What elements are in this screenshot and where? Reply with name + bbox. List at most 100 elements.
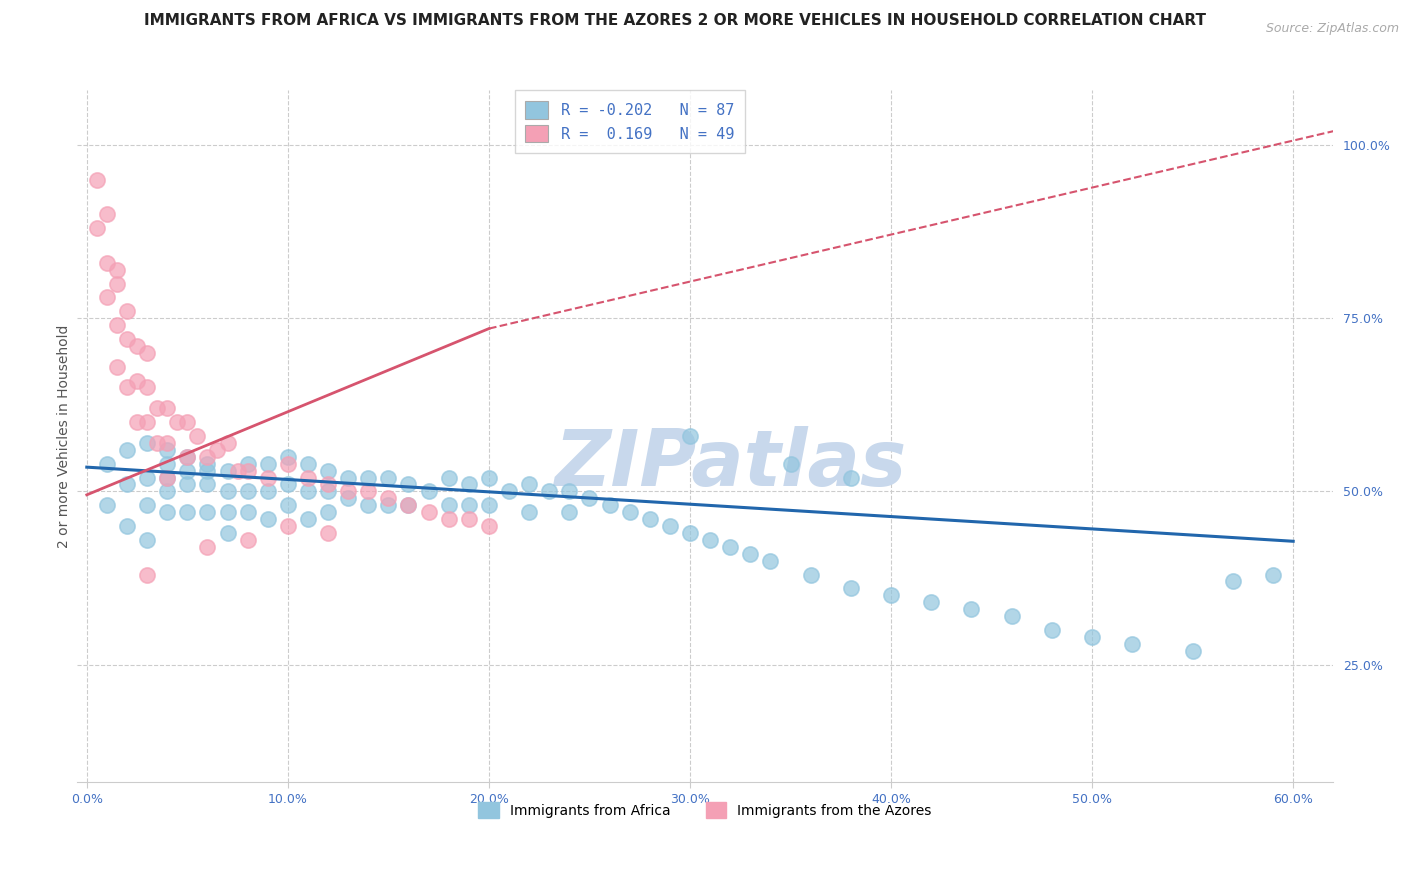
Point bbox=[517, 477, 540, 491]
Point bbox=[146, 401, 169, 416]
Point bbox=[146, 436, 169, 450]
Point bbox=[236, 464, 259, 478]
Text: ZIPatlas: ZIPatlas bbox=[554, 425, 907, 501]
Point bbox=[115, 519, 138, 533]
Point bbox=[1181, 644, 1204, 658]
Point bbox=[277, 519, 299, 533]
Point bbox=[297, 470, 319, 484]
Point bbox=[377, 498, 399, 512]
Point bbox=[236, 533, 259, 547]
Point bbox=[740, 547, 762, 561]
Point bbox=[115, 442, 138, 457]
Point bbox=[96, 498, 118, 512]
Point bbox=[136, 470, 159, 484]
Point bbox=[679, 429, 702, 443]
Point bbox=[217, 464, 239, 478]
Point bbox=[357, 470, 380, 484]
Point bbox=[337, 470, 360, 484]
Point bbox=[619, 505, 641, 519]
Point bbox=[156, 442, 179, 457]
Point bbox=[186, 429, 208, 443]
Point bbox=[316, 464, 339, 478]
Point bbox=[599, 498, 621, 512]
Point bbox=[197, 457, 219, 471]
Point bbox=[156, 505, 179, 519]
Point bbox=[156, 470, 179, 484]
Point bbox=[377, 491, 399, 506]
Point bbox=[156, 436, 179, 450]
Point bbox=[538, 484, 561, 499]
Point bbox=[176, 477, 198, 491]
Point bbox=[176, 464, 198, 478]
Point bbox=[125, 374, 148, 388]
Point bbox=[457, 498, 479, 512]
Point bbox=[256, 512, 278, 526]
Point bbox=[1001, 609, 1024, 624]
Point bbox=[398, 477, 420, 491]
Point bbox=[197, 477, 219, 491]
Point bbox=[1121, 637, 1143, 651]
Point bbox=[1040, 623, 1063, 637]
Point bbox=[297, 512, 319, 526]
Point bbox=[105, 318, 128, 332]
Point bbox=[176, 450, 198, 464]
Point bbox=[457, 477, 479, 491]
Point bbox=[316, 484, 339, 499]
Point bbox=[839, 582, 862, 596]
Point bbox=[176, 415, 198, 429]
Point bbox=[839, 470, 862, 484]
Point bbox=[337, 484, 360, 499]
Point bbox=[86, 172, 108, 186]
Point bbox=[1261, 567, 1284, 582]
Point bbox=[718, 540, 741, 554]
Point bbox=[1222, 574, 1244, 589]
Point bbox=[197, 464, 219, 478]
Point bbox=[800, 567, 823, 582]
Point bbox=[558, 484, 581, 499]
Point bbox=[105, 277, 128, 291]
Point bbox=[377, 470, 399, 484]
Point bbox=[115, 477, 138, 491]
Point bbox=[357, 484, 380, 499]
Point bbox=[226, 464, 249, 478]
Point bbox=[125, 415, 148, 429]
Point bbox=[125, 339, 148, 353]
Point bbox=[96, 207, 118, 221]
Point bbox=[256, 470, 278, 484]
Point bbox=[105, 359, 128, 374]
Point bbox=[217, 525, 239, 540]
Point bbox=[136, 436, 159, 450]
Point bbox=[96, 290, 118, 304]
Point bbox=[176, 505, 198, 519]
Point bbox=[437, 470, 460, 484]
Point bbox=[217, 484, 239, 499]
Point bbox=[256, 484, 278, 499]
Point bbox=[297, 484, 319, 499]
Point bbox=[437, 498, 460, 512]
Point bbox=[156, 457, 179, 471]
Text: IMMIGRANTS FROM AFRICA VS IMMIGRANTS FROM THE AZORES 2 OR MORE VEHICLES IN HOUSE: IMMIGRANTS FROM AFRICA VS IMMIGRANTS FRO… bbox=[143, 13, 1206, 29]
Point bbox=[316, 477, 339, 491]
Point bbox=[136, 346, 159, 360]
Point bbox=[256, 457, 278, 471]
Point bbox=[517, 505, 540, 519]
Point bbox=[398, 498, 420, 512]
Point bbox=[197, 540, 219, 554]
Point bbox=[156, 401, 179, 416]
Point bbox=[558, 505, 581, 519]
Point bbox=[578, 491, 600, 506]
Point bbox=[457, 512, 479, 526]
Point bbox=[418, 484, 440, 499]
Point bbox=[699, 533, 721, 547]
Point bbox=[105, 262, 128, 277]
Point bbox=[679, 525, 702, 540]
Point bbox=[277, 498, 299, 512]
Text: Source: ZipAtlas.com: Source: ZipAtlas.com bbox=[1265, 22, 1399, 36]
Point bbox=[277, 477, 299, 491]
Point bbox=[478, 519, 501, 533]
Point bbox=[217, 436, 239, 450]
Point bbox=[136, 380, 159, 394]
Point bbox=[316, 505, 339, 519]
Point bbox=[437, 512, 460, 526]
Point bbox=[357, 498, 380, 512]
